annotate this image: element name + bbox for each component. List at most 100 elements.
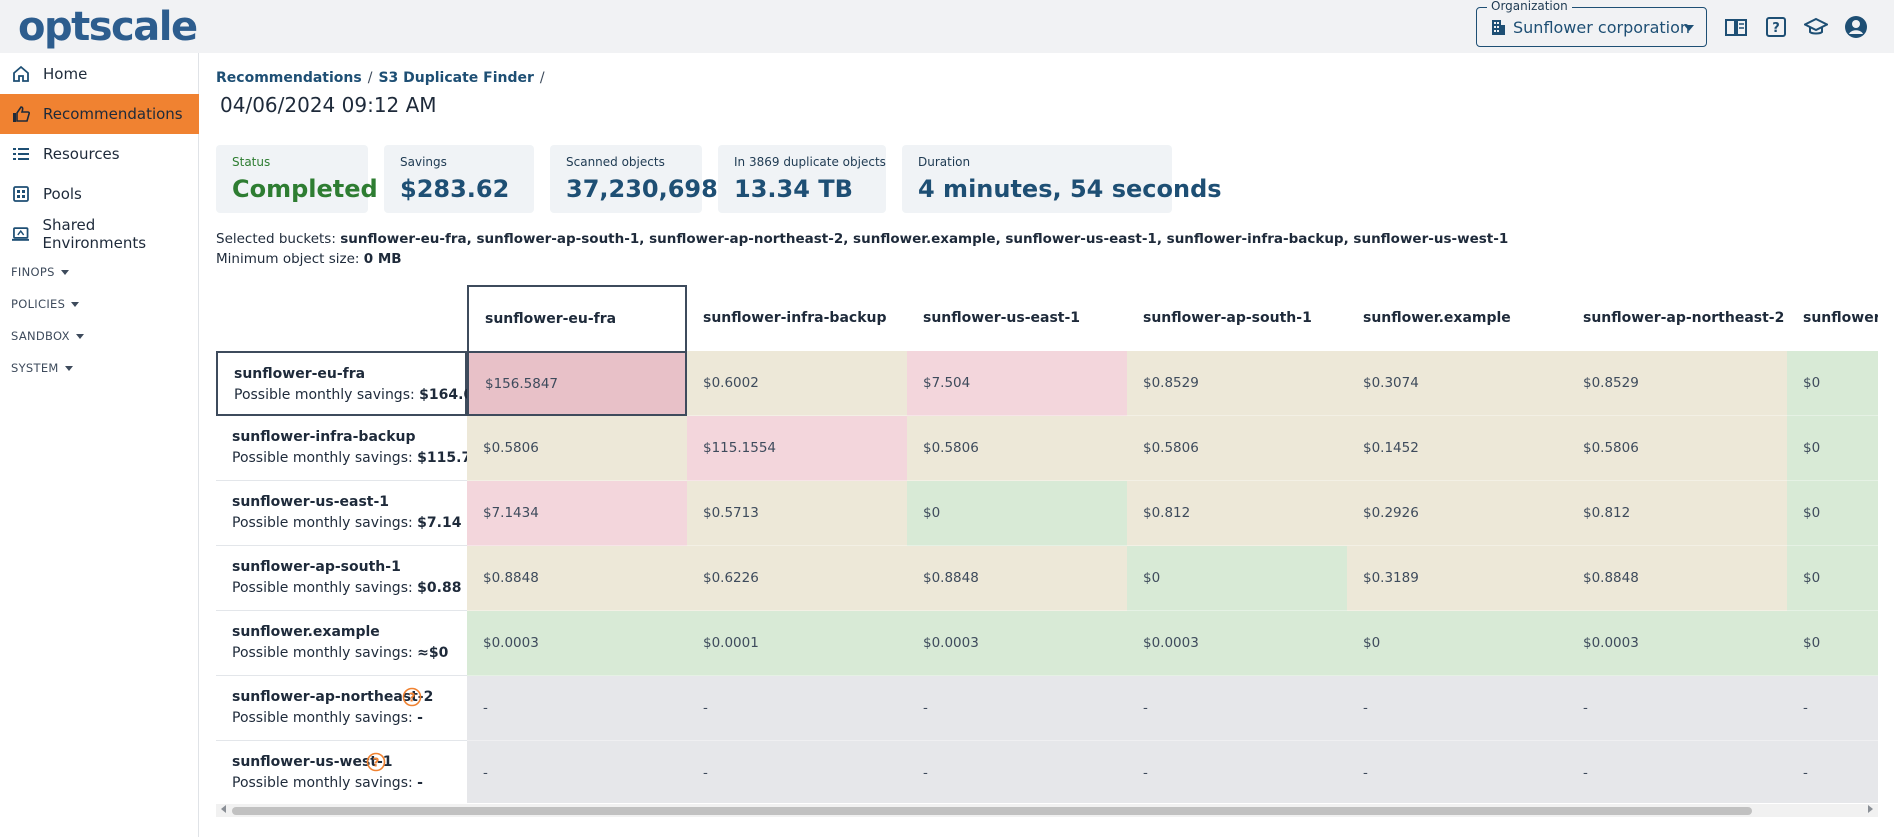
scroll-left-arrow-icon[interactable] [221,805,226,813]
matrix-cell[interactable]: $0.3189 [1347,546,1567,611]
bucket-name: sunflower-eu-fra [234,366,366,382]
matrix-row-header[interactable]: sunflower-ap-south-1 Possible monthly sav… [216,546,467,611]
book-icon[interactable] [1724,15,1748,39]
help-circle-icon[interactable]: ? [402,687,422,707]
matrix-cell[interactable]: $0 [1787,481,1878,546]
organization-select[interactable]: Organization Sunflower corporation [1476,0,1707,47]
matrix-cell[interactable]: $0.812 [1127,481,1347,546]
chevron-down-icon [1684,25,1694,31]
matrix-column-header[interactable]: sunflower-eu-fra [467,285,687,351]
thumbs-up-icon [13,106,30,122]
matrix-cell[interactable]: $0.1452 [1347,416,1567,481]
matrix-cell[interactable]: $0.2926 [1347,481,1567,546]
matrix-cell[interactable]: $0.3074 [1347,351,1567,416]
sidebar-item-home[interactable]: Home [0,54,199,94]
matrix-cell[interactable]: $0 [1787,351,1878,416]
matrix-cell[interactable]: - [687,676,907,741]
sidebar: Home Recommendations Resources Pools Sha… [0,53,199,837]
matrix-cell[interactable]: - [687,741,907,803]
matrix-cell[interactable]: $156.5847 [467,351,687,416]
matrix-cell[interactable]: - [1127,676,1347,741]
matrix-cell[interactable]: - [1787,676,1878,741]
matrix-cell[interactable]: - [907,741,1127,803]
matrix-cell[interactable]: $0.812 [1567,481,1787,546]
matrix-cell[interactable]: - [1347,741,1567,803]
matrix-cell[interactable]: $0 [907,481,1127,546]
matrix-cell[interactable]: $0.0001 [687,611,907,676]
sidebar-item-resources[interactable]: Resources [0,134,199,174]
matrix-cell[interactable]: $0.8529 [1567,351,1787,416]
breadcrumb-recommendations[interactable]: Recommendations [216,70,362,86]
matrix-cell[interactable]: $0.5806 [907,416,1127,481]
matrix-cell[interactable]: $0.6002 [687,351,907,416]
possible-monthly-savings: Possible monthly savings: ≈$0 [232,645,449,661]
matrix-column-header[interactable]: sunflower-ap-northeast-2 [1583,310,1785,326]
matrix-row-header[interactable]: sunflower-eu-fra Possible monthly savings… [216,351,483,416]
matrix-cell[interactable]: $0.0003 [1127,611,1347,676]
duration-card: Duration 4 minutes, 54 seconds [902,145,1222,213]
account-icon[interactable] [1844,15,1868,39]
matrix-cell[interactable]: $115.1554 [687,416,907,481]
graduation-cap-icon[interactable] [1804,15,1828,39]
matrix-column-header[interactable]: sunflower-ap-south-1 [1143,310,1312,326]
scrollbar-thumb[interactable] [232,807,1752,815]
possible-monthly-savings: Possible monthly savings: - [232,775,423,791]
sidebar-group-finops[interactable]: FINOPS [11,265,69,279]
optscale-logo[interactable]: optscale [18,4,198,50]
matrix-column-header[interactable]: sunflower.example [1363,310,1511,326]
matrix-cell[interactable]: $0.0003 [907,611,1127,676]
matrix-row-header[interactable]: sunflower-infra-backup Possible monthly s… [216,416,481,481]
sidebar-item-shared-environments[interactable]: Shared Environments [0,214,199,254]
matrix-cell[interactable]: - [1347,676,1567,741]
matrix-cell[interactable]: - [1787,741,1878,803]
matrix-cell[interactable]: $0.8848 [907,546,1127,611]
matrix-cell[interactable]: - [907,676,1127,741]
matrix-cell[interactable]: $0 [1127,546,1347,611]
duplicate-objects-card: In 3869 duplicate objects 13.34 TB [718,145,886,213]
matrix-cell[interactable]: $0.0003 [467,611,687,676]
sidebar-group-policies[interactable]: POLICIES [11,297,80,311]
matrix-cell[interactable]: $7.504 [907,351,1127,416]
matrix-cell[interactable]: $0.5713 [687,481,907,546]
matrix-cell[interactable]: $0.8848 [1567,546,1787,611]
duplicates-matrix: sunflower-eu-fra sunflower-infra-backup su… [216,285,1878,803]
matrix-cell[interactable]: $0.6226 [687,546,907,611]
matrix-cell[interactable]: $0.0003 [1567,611,1787,676]
matrix-cell[interactable]: $0.5806 [1127,416,1347,481]
matrix-cell[interactable]: - [467,676,687,741]
matrix-row-header[interactable]: sunflower-us-west-1 Possible monthly savi… [216,741,467,803]
sidebar-group-system[interactable]: SYSTEM [11,361,73,375]
matrix-cell[interactable]: $0.5806 [1567,416,1787,481]
matrix-cell[interactable]: - [1567,741,1787,803]
status-card: Status Completed [216,145,378,213]
matrix-row-header[interactable]: sunflower-ap-northeast-2 Possible monthly… [216,676,467,741]
matrix-row-header[interactable]: sunflower-us-east-1 Possible monthly savi… [216,481,467,546]
matrix-cell[interactable]: $0.8848 [467,546,687,611]
minimum-object-size: Minimum object size: 0 MB [216,251,402,267]
matrix-cell[interactable]: $0 [1347,611,1567,676]
sidebar-item-recommendations[interactable]: Recommendations [0,94,199,134]
help-icon[interactable]: ? [1764,15,1788,39]
savings-card: Savings $283.62 [384,145,534,213]
scroll-right-arrow-icon[interactable] [1868,805,1873,813]
bucket-name: sunflower.example [232,624,380,640]
home-icon [13,65,29,82]
matrix-cell[interactable]: - [1567,676,1787,741]
help-circle-icon[interactable]: ? [366,752,386,772]
matrix-cell[interactable]: $0 [1787,416,1878,481]
matrix-cell[interactable]: $7.1434 [467,481,687,546]
possible-monthly-savings: Possible monthly savings: $0.88 [232,580,462,596]
breadcrumb-s3-duplicate-finder[interactable]: S3 Duplicate Finder [378,70,534,86]
matrix-row-header[interactable]: sunflower.example Possible monthly saving… [216,611,467,676]
sidebar-group-sandbox[interactable]: SANDBOX [11,329,84,343]
matrix-cell[interactable]: - [1127,741,1347,803]
matrix-column-header[interactable]: sunflower-us-west-1 [1803,310,1878,326]
sidebar-item-pools[interactable]: Pools [0,174,199,214]
matrix-cell[interactable]: $0.5806 [467,416,687,481]
matrix-cell[interactable]: $0 [1787,546,1878,611]
matrix-cell[interactable]: $0.8529 [1127,351,1347,416]
matrix-column-header[interactable]: sunflower-us-east-1 [923,310,1081,326]
matrix-cell[interactable]: $0 [1787,611,1878,676]
matrix-cell[interactable]: - [467,741,687,803]
matrix-column-header[interactable]: sunflower-infra-backup [703,310,887,326]
